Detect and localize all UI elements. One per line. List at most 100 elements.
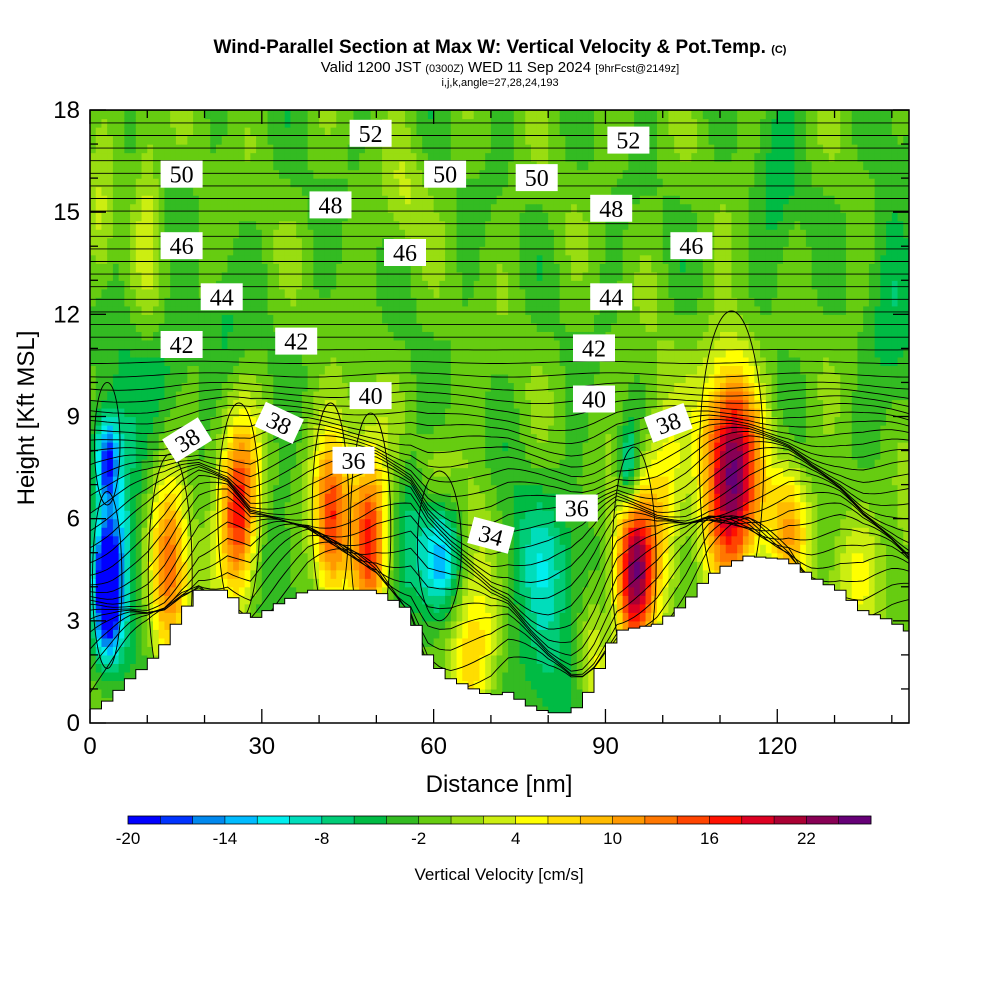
colorbar-swatch bbox=[160, 816, 193, 824]
theta-label-text: 48 bbox=[319, 193, 343, 219]
theta-label: 48 bbox=[590, 194, 633, 223]
y-tick-label: 3 bbox=[67, 608, 80, 635]
theta-label: 46 bbox=[670, 232, 713, 260]
theta-label: 36 bbox=[332, 446, 375, 475]
theta-label: 44 bbox=[200, 283, 243, 311]
theta-label-text: 44 bbox=[210, 285, 234, 311]
colorbar-swatch bbox=[451, 816, 484, 824]
theta-label-text: 40 bbox=[582, 388, 606, 414]
theta-contour-line bbox=[90, 410, 909, 445]
theta-contours bbox=[90, 110, 909, 700]
colorbar-tick-label: 10 bbox=[603, 829, 622, 848]
colorbar-tick-label: -2 bbox=[411, 829, 426, 848]
plume-contour bbox=[93, 381, 121, 506]
colorbar-swatch bbox=[774, 816, 807, 824]
theta-contour-line bbox=[90, 441, 909, 532]
theta-contour-line bbox=[90, 414, 909, 457]
theta-contour-line bbox=[90, 514, 909, 643]
theta-label-text: 46 bbox=[393, 241, 417, 267]
theta-label: 40 bbox=[349, 382, 392, 410]
theta-label-text: 44 bbox=[599, 285, 623, 311]
plume-contour bbox=[92, 491, 123, 669]
colorbar-swatch bbox=[515, 816, 549, 824]
colorbar: -20 -14 -8 -2 4 10 16 22 bbox=[116, 815, 872, 848]
title-block: Wind-Parallel Section at Max W: Vertical… bbox=[0, 38, 1000, 90]
theta-label: 34 bbox=[467, 516, 515, 554]
theta-label: 42 bbox=[160, 331, 203, 359]
theta-label-text: 40 bbox=[359, 384, 383, 410]
colorbar-swatch bbox=[128, 816, 161, 824]
grid-indices: i,j,k,angle=27,28,24,193 bbox=[441, 77, 559, 89]
theta-label: 52 bbox=[607, 126, 650, 155]
colorbar-tick-label: -20 bbox=[116, 829, 141, 848]
colorbar-label: Vertical Velocity [cm/s] bbox=[414, 865, 583, 884]
colorbar-swatch bbox=[354, 816, 387, 824]
theta-contour-line bbox=[90, 491, 909, 616]
theta-contour-line bbox=[90, 388, 909, 405]
terrain-mask bbox=[90, 555, 909, 723]
theta-label: 42 bbox=[275, 327, 318, 356]
theta-contour-line bbox=[90, 459, 909, 576]
colorbar-swatch bbox=[483, 816, 516, 824]
plume-contour bbox=[416, 470, 462, 622]
theta-label-text: 36 bbox=[565, 497, 589, 523]
theta-contour-line bbox=[90, 435, 909, 514]
valid-time-prefix: Valid 1200 JST bbox=[320, 59, 422, 76]
y-tick-label: 0 bbox=[67, 710, 80, 737]
chart-title: Wind-Parallel Section at Max W: Vertical… bbox=[0, 38, 1000, 60]
theta-label: 48 bbox=[309, 191, 352, 219]
valid-date: WED 11 Sep 2024 bbox=[467, 59, 592, 76]
theta-contour-line bbox=[90, 469, 909, 586]
x-tick-label: 90 bbox=[592, 733, 619, 760]
colorbar-swatch bbox=[224, 816, 258, 824]
colorbar-swatch bbox=[418, 816, 452, 824]
theta-label-text: 48 bbox=[599, 197, 623, 223]
theta-contour-line bbox=[90, 419, 909, 468]
theta-label: 50 bbox=[160, 160, 203, 189]
copyright-mark: (C) bbox=[771, 44, 787, 56]
colorbar-tick-label: -14 bbox=[213, 829, 238, 848]
colorbar-tick-label: 22 bbox=[797, 829, 816, 848]
theta-label-text: 46 bbox=[679, 234, 703, 260]
y-tick-label: 9 bbox=[67, 404, 80, 431]
colorbar-swatch bbox=[547, 816, 581, 824]
colorbar-swatch bbox=[580, 816, 613, 824]
theta-contour-line bbox=[90, 515, 909, 666]
y-tick-label: 12 bbox=[53, 301, 80, 328]
x-axis-label: Distance [nm] bbox=[426, 771, 573, 798]
colorbar-swatch bbox=[257, 816, 290, 824]
colorbar-swatch bbox=[806, 816, 839, 824]
theta-contour-line bbox=[90, 430, 909, 498]
theta-contour-line bbox=[90, 360, 909, 364]
theta-label: 46 bbox=[160, 232, 203, 260]
x-tick-label: 60 bbox=[420, 733, 447, 760]
theta-contour-line bbox=[90, 516, 909, 656]
valid-time-line: Valid 1200 JST (0300Z) WED 11 Sep 2024 [… bbox=[0, 60, 1000, 77]
theta-contour-line bbox=[90, 515, 909, 672]
colorbar-swatch bbox=[709, 816, 743, 824]
y-tick-label: 15 bbox=[53, 199, 80, 226]
theta-contour-line bbox=[90, 453, 909, 564]
theta-label-text: 46 bbox=[170, 234, 194, 260]
theta-label: 42 bbox=[573, 334, 615, 362]
theta-label: 44 bbox=[590, 283, 633, 311]
colorbar-swatch bbox=[192, 816, 226, 824]
x-tick-label: 120 bbox=[757, 733, 797, 760]
colorbar-swatch bbox=[741, 816, 775, 824]
y-tick-label: 18 bbox=[53, 97, 80, 124]
colorbar-tick-label: -8 bbox=[314, 829, 329, 848]
colorbar-swatch bbox=[838, 816, 872, 824]
theta-contour-line bbox=[90, 480, 909, 600]
theta-label: 40 bbox=[573, 385, 615, 414]
theta-label-text: 42 bbox=[582, 336, 606, 362]
colorbar-swatch bbox=[677, 816, 710, 824]
theta-label: 46 bbox=[384, 239, 426, 267]
colorbar-swatch bbox=[386, 816, 420, 824]
theta-contour-line bbox=[90, 427, 909, 486]
x-tick-label: 0 bbox=[83, 733, 96, 760]
theta-contour-line bbox=[90, 515, 909, 675]
colorbar-swatch bbox=[644, 816, 678, 824]
